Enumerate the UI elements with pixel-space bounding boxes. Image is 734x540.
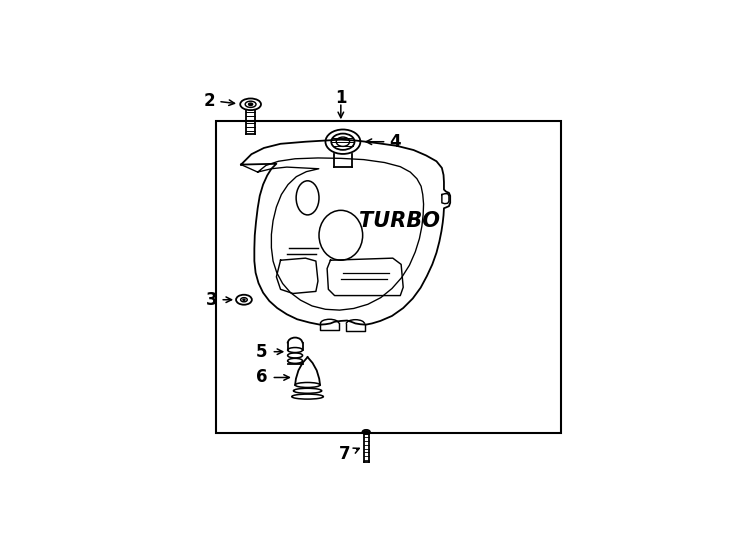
Ellipse shape [249, 103, 252, 105]
Ellipse shape [364, 431, 368, 433]
Text: 5: 5 [256, 343, 268, 361]
Text: 7: 7 [339, 444, 351, 463]
Text: 6: 6 [256, 368, 268, 387]
Text: 3: 3 [206, 291, 218, 309]
Text: 4: 4 [389, 133, 401, 151]
Bar [216, 121, 562, 433]
Text: 2: 2 [204, 92, 216, 110]
Text: 1: 1 [335, 89, 346, 107]
Text: TURBO: TURBO [358, 211, 440, 231]
Ellipse shape [243, 299, 245, 300]
